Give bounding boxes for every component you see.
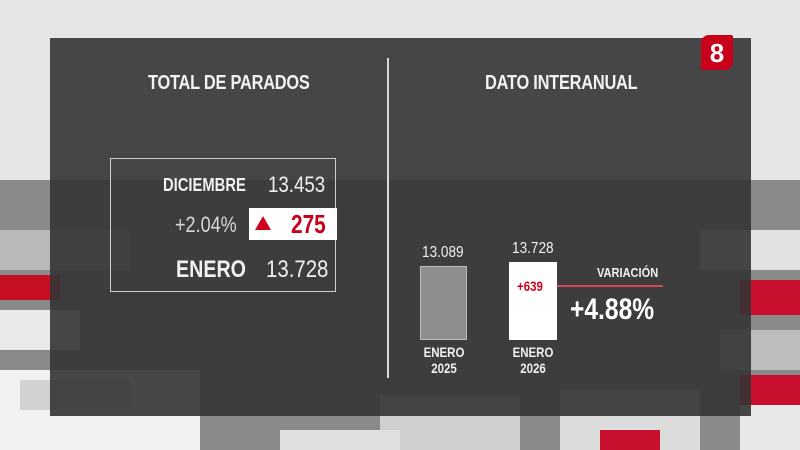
variation-label: VARIACIÓN xyxy=(597,265,659,280)
bar-enero-2026 xyxy=(509,262,557,340)
bar-category-year: 2025 xyxy=(431,360,457,376)
curr-month-value: 13.728 xyxy=(266,256,329,283)
panel-divider xyxy=(387,58,389,378)
bar-category-label: ENERO 2025 xyxy=(415,344,472,376)
change-percent: +2.04% xyxy=(175,212,237,237)
bar-category-month: ENERO xyxy=(423,344,465,360)
curr-month-label: ENERO xyxy=(176,256,246,283)
info-panel xyxy=(50,38,751,416)
prev-month-value: 13.453 xyxy=(268,172,326,197)
bar-diff-label: +639 xyxy=(517,278,543,294)
variation-value: +4.88% xyxy=(570,293,655,326)
logo-text: 8 xyxy=(709,37,725,68)
bar-enero-2025 xyxy=(420,266,467,340)
total-parados-title: TOTAL DE PARADOS xyxy=(148,72,310,94)
channel-8-logo: 8 xyxy=(701,35,733,70)
prev-month-label: DICIEMBRE xyxy=(163,175,246,195)
bar-category-label: ENERO 2026 xyxy=(504,344,561,376)
variation-connector-line xyxy=(557,285,663,287)
bar-value-label: 13.089 xyxy=(422,244,464,261)
bar-category-year: 2026 xyxy=(520,360,546,376)
change-absolute: 275 xyxy=(291,209,326,239)
bar-value-label: 13.728 xyxy=(512,240,554,257)
dato-interanual-title: DATO INTERANUAL xyxy=(485,72,638,94)
up-triangle-icon xyxy=(255,216,271,230)
bar-category-month: ENERO xyxy=(512,344,554,360)
